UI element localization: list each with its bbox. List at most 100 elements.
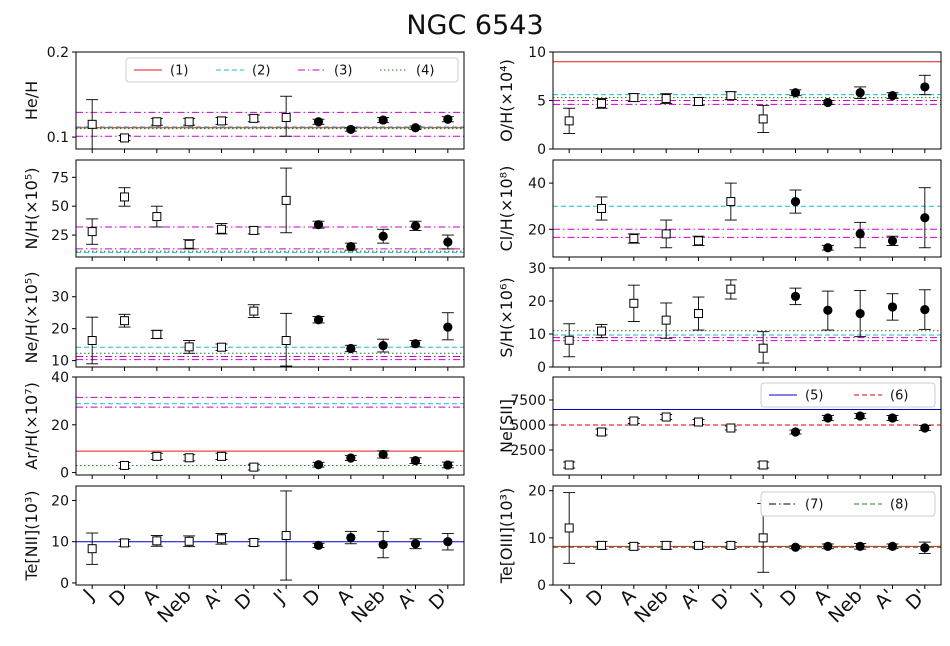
data-point-open — [661, 315, 671, 325]
data-point-filled — [823, 305, 833, 315]
data-point-open — [694, 309, 703, 319]
x-tick-label: J — [555, 585, 575, 605]
data-point-filled — [378, 539, 388, 550]
legend-label: (7) — [805, 498, 823, 513]
data-point-open — [184, 536, 194, 546]
data-point-filled — [920, 213, 930, 223]
x-tick-label: D' — [708, 585, 738, 615]
data-point-open — [629, 541, 639, 551]
data-point-filled — [443, 237, 453, 247]
data-point-filled — [443, 537, 453, 547]
data-point-filled — [410, 539, 421, 549]
data-point-filled — [346, 242, 356, 252]
data-point-filled — [920, 304, 930, 315]
y-tick-label: 0 — [537, 360, 546, 376]
data-point-open — [152, 536, 162, 546]
y-axis-label: Ne[SII] — [497, 399, 516, 453]
data-point-filled — [887, 91, 898, 101]
legend-box — [760, 382, 936, 408]
data-point-filled — [887, 541, 898, 551]
panel-6: 0 10 20 30 S/H(×10⁶) — [497, 261, 942, 376]
data-point-open — [281, 195, 291, 205]
plot-frame — [75, 51, 465, 150]
data-point-open — [758, 343, 768, 353]
legend: (5) (6) — [760, 382, 936, 408]
data-point-filled — [410, 339, 421, 349]
legend-label: (8) — [890, 498, 908, 513]
x-tick-label: J' — [269, 585, 293, 609]
data-point-open — [120, 316, 129, 326]
plot-frame — [75, 485, 465, 586]
legend-box — [760, 491, 936, 517]
x-tick-label: A' — [200, 585, 228, 613]
y-tick-label: 0 — [60, 576, 69, 592]
panel-1: 0.1 0.2 He/H (1) (2) (3) (4) — [22, 45, 465, 153]
data-point-filled — [823, 97, 833, 108]
plot-frame — [552, 159, 942, 258]
data-point-open — [564, 116, 574, 126]
y-axis-label: O/H(×10⁴) — [497, 59, 516, 142]
legend: (1) (2) (3) (4) — [125, 57, 459, 83]
data-point-open — [629, 298, 639, 308]
data-point-open — [661, 412, 671, 422]
data-point-open — [249, 113, 259, 123]
data-point-open — [281, 113, 291, 123]
data-point-open — [758, 460, 768, 470]
data-point-filled — [410, 221, 421, 231]
y-axis-label: He/H — [22, 81, 41, 120]
data-point-open — [87, 544, 97, 554]
data-point-filled — [443, 322, 453, 332]
data-point-open — [184, 453, 194, 463]
data-point-open — [120, 460, 129, 470]
y-tick-label: 10 — [528, 45, 546, 61]
x-tick-label: J — [78, 585, 98, 605]
panel-2: 0 5 10 O/H(×10⁴) — [497, 45, 942, 158]
legend-label: (5) — [805, 389, 823, 404]
data-point-open — [152, 117, 162, 127]
x-tick-label: Neb — [347, 585, 389, 627]
data-point-filled — [346, 343, 356, 354]
y-tick-label: 75 — [51, 170, 69, 186]
x-tick-label: D' — [902, 585, 932, 615]
data-point-filled — [855, 88, 865, 98]
data-point-open — [120, 192, 129, 202]
data-point-filled — [855, 541, 865, 551]
data-point-open — [184, 342, 194, 352]
data-point-filled — [920, 82, 930, 92]
data-point-filled — [313, 220, 324, 230]
y-tick-label: 20 — [51, 493, 69, 509]
data-point-open — [661, 94, 671, 104]
data-point-filled — [346, 124, 356, 135]
data-point-open — [152, 212, 162, 222]
data-point-filled — [443, 460, 453, 470]
data-point-filled — [346, 453, 356, 463]
y-tick-label: 30 — [51, 290, 69, 306]
x-tick-label: D — [776, 585, 802, 611]
x-tick-label: Neb — [824, 585, 866, 627]
data-point-open — [694, 96, 703, 106]
panel-7: 0 20 40 Ar/H(×10⁷) — [22, 370, 465, 482]
data-point-filled — [887, 413, 898, 423]
data-point-open — [152, 451, 162, 461]
x-tick-label: A' — [394, 585, 422, 613]
y-tick-label: 0 — [537, 142, 546, 158]
y-tick-label: 40 — [528, 176, 546, 192]
x-tick-label: D — [105, 585, 131, 611]
data-point-filled — [855, 411, 865, 421]
y-tick-label: 20 — [528, 294, 546, 310]
y-axis-label: Ne/H(×10⁵) — [22, 272, 41, 364]
y-tick-label: 20 — [51, 418, 69, 434]
data-point-open — [249, 225, 259, 235]
plot-frame — [552, 376, 942, 476]
plot-frame — [75, 159, 465, 258]
y-tick-label: 10 — [51, 535, 69, 551]
data-point-filled — [920, 423, 930, 433]
data-point-open — [217, 116, 226, 126]
data-point-open — [281, 335, 291, 345]
data-point-filled — [790, 88, 801, 98]
y-tick-label: 0 — [60, 466, 69, 482]
data-point-open — [694, 236, 703, 246]
data-point-open — [87, 335, 97, 345]
